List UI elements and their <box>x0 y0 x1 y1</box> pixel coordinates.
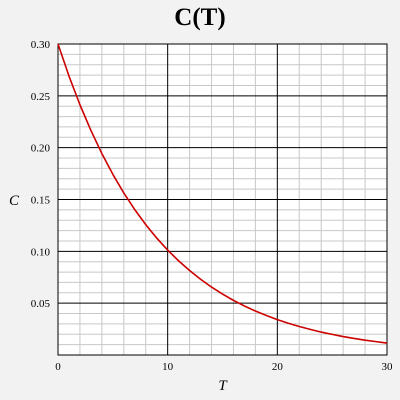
plot-frame <box>57 43 388 356</box>
y-tick-label: 0.25 <box>31 91 51 103</box>
x-tick-label: 20 <box>272 361 284 373</box>
tick-labels: 0 10 20 30 0.05 0.10 0.15 0.20 0.25 0.30 <box>31 39 393 373</box>
y-tick-label: 0.05 <box>31 298 51 310</box>
y-tick-label: 0.10 <box>31 246 51 258</box>
grid <box>58 44 387 355</box>
x-tick-label: 30 <box>382 361 394 373</box>
chart-title: C(T) <box>174 4 226 31</box>
y-tick-label: 0.30 <box>31 39 51 51</box>
x-axis-label: T <box>218 378 228 394</box>
series-layer <box>57 43 388 344</box>
y-axis-label: C <box>9 193 20 209</box>
y-tick-label: 0.15 <box>31 195 51 207</box>
x-tick-label: 10 <box>162 361 174 373</box>
series-line <box>57 43 388 344</box>
x-tick-label: 0 <box>55 361 61 373</box>
y-tick-label: 0.20 <box>31 143 51 155</box>
